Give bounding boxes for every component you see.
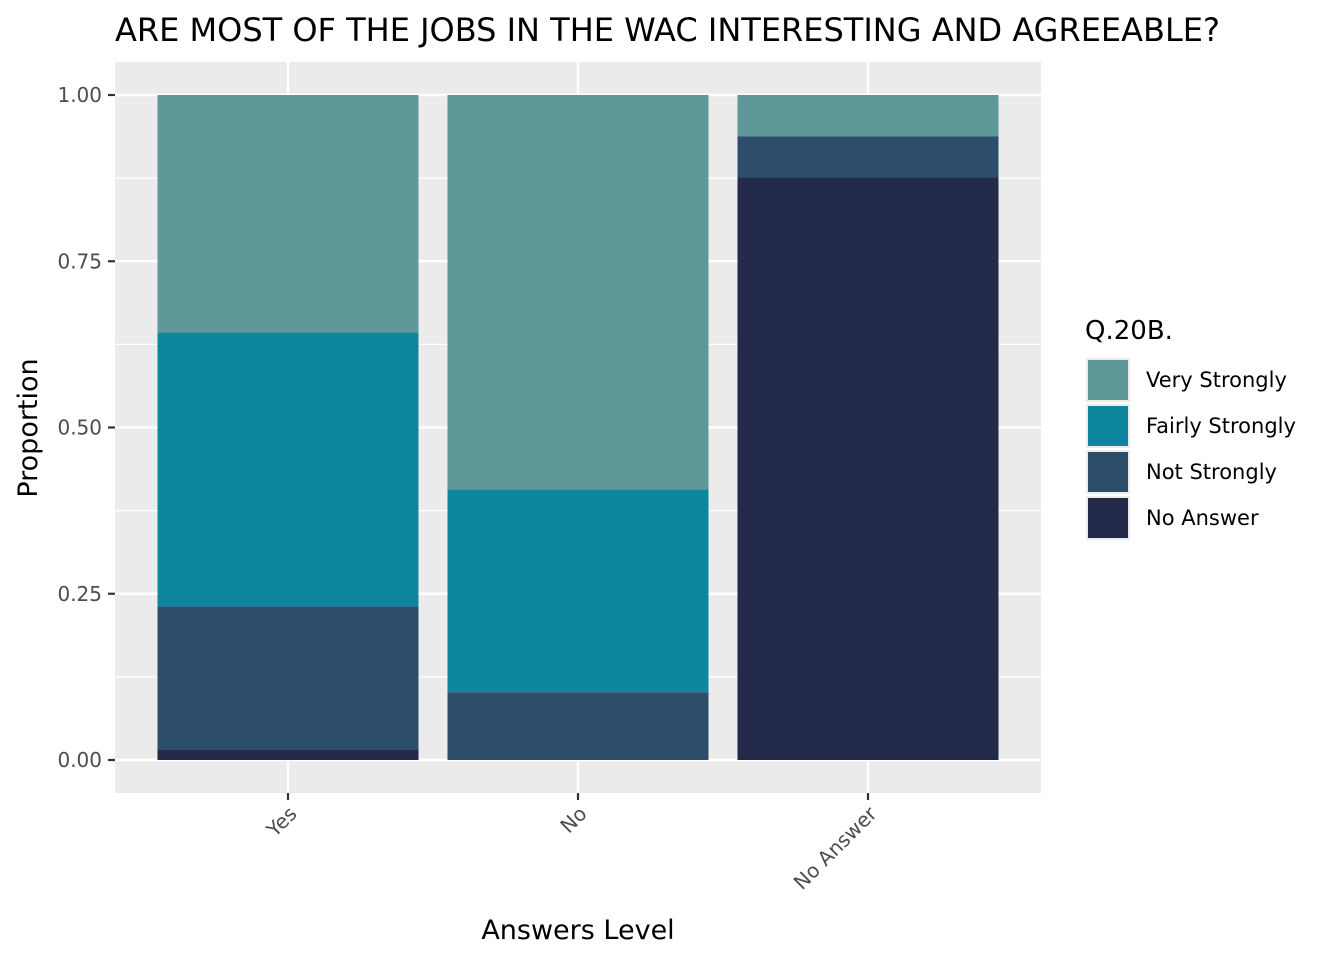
legend-swatch-very-strongly [1088,360,1128,400]
legend-label: Not Strongly [1146,460,1277,484]
y-tick-label: 0.75 [57,249,102,273]
y-tick-label: 0.50 [57,416,102,440]
x-axis: Yes No No Answer [261,793,882,894]
x-tick-label: Yes [261,802,302,843]
chart-title: ARE MOST OF THE JOBS IN THE WAC INTEREST… [115,11,1220,49]
y-tick-label: 0.00 [57,748,102,772]
legend-label: Fairly Strongly [1146,414,1296,438]
legend-swatch-not-strongly [1088,452,1128,492]
bar-segment-fairly-strongly-no [447,489,709,693]
bar-segment-not-strongly-yes [157,606,419,750]
bar-segment-fairly-strongly-yes [157,332,419,607]
legend-swatch-no-answer [1088,498,1128,538]
bar-segment-not-strongly-no-answer [737,136,999,178]
x-axis-title: Answers Level [481,915,674,946]
y-axis: 0.00 0.25 0.50 0.75 1.00 [57,83,115,772]
bar-segment-very-strongly-no [447,95,709,490]
legend-swatch-fairly-strongly [1088,406,1128,446]
bar-segment-very-strongly-no-answer [737,95,999,137]
legend-label: No Answer [1146,506,1259,530]
legend-title: Q.20B. [1085,316,1173,346]
bar-segment-no-answer-yes [157,749,419,760]
legend: Q.20B. Very Strongly Fairly Strongly Not S… [1085,316,1296,540]
bars [157,95,999,760]
y-tick-label: 0.25 [57,582,102,606]
x-tick-label: No [555,802,591,838]
bar-segment-not-strongly-no [447,692,709,760]
bar-segment-very-strongly-yes [157,95,419,333]
y-axis-title: Proportion [13,358,44,497]
legend-label: Very Strongly [1146,368,1287,392]
bar-segment-no-answer-no-answer [737,177,999,760]
x-tick-label: No Answer [789,801,882,894]
y-tick-label: 1.00 [57,83,102,107]
